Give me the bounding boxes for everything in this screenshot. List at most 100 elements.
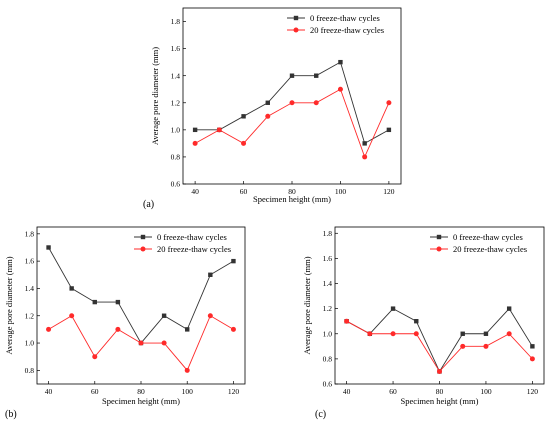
data-point	[337, 86, 343, 92]
data-point	[530, 344, 535, 349]
data-point	[231, 258, 236, 264]
x-tick-label: 40	[45, 387, 53, 396]
x-tick-label: 80	[137, 387, 145, 396]
data-point	[506, 306, 512, 311]
data-point	[338, 59, 343, 65]
legend-label: 0 freeze-thaw cycles	[157, 232, 227, 242]
legend-label: 0 freeze-thaw cycles	[310, 13, 380, 23]
series-zero-cycles	[46, 245, 236, 346]
data-point	[69, 313, 75, 319]
x-tick-label: 100	[335, 187, 347, 196]
series-twenty-cycles	[192, 86, 392, 160]
chart-panel-c: 0.6 0.8 1.0 1.2 1.4 1.6 1.8 40 60 80 100 120 Specime…	[302, 226, 545, 420]
data-point	[241, 140, 247, 146]
data-point	[208, 272, 213, 277]
data-point	[46, 245, 51, 250]
y-tick-label: 0.8	[323, 354, 333, 363]
series-zero-cycles	[344, 306, 535, 374]
x-tick-label: 100	[182, 387, 194, 396]
data-point	[192, 140, 198, 146]
chart-panel-a: 0.6 0.8 1.0 1.2 1.4 1.6 1.8 40 60 80 100 120 Specime…	[143, 7, 402, 210]
data-point	[313, 100, 319, 106]
x-axis-label: Specimen height (mm)	[102, 396, 180, 406]
data-point	[386, 127, 392, 133]
legend: 0 freeze-thaw cycles 20 freeze-thaw cycle…	[430, 232, 527, 254]
legend-marker	[436, 234, 442, 240]
data-point	[138, 340, 144, 346]
data-point	[46, 326, 52, 332]
x-tick-label: 80	[288, 187, 296, 196]
data-point	[289, 100, 295, 106]
x-tick-label: 60	[389, 387, 397, 396]
y-tick-label: 0.6	[171, 180, 181, 189]
data-point	[241, 114, 246, 119]
data-point	[414, 319, 419, 324]
data-point	[460, 331, 465, 336]
x-tick-label: 40	[191, 187, 199, 196]
y-tick-label: 1.4	[323, 279, 333, 288]
data-point	[344, 318, 350, 324]
data-point	[413, 331, 419, 337]
x-tick-label: 120	[527, 387, 539, 396]
data-point	[437, 368, 442, 374]
data-point	[506, 331, 512, 337]
data-point	[483, 343, 489, 349]
data-point	[362, 154, 368, 160]
data-point	[192, 127, 198, 133]
legend-label: 20 freeze-thaw cycles	[310, 25, 384, 35]
y-tick-label: 1.8	[25, 229, 35, 238]
data-point	[529, 356, 535, 362]
y-axis-label: Average pore diameter (mm)	[150, 47, 160, 145]
y-tick-label: 0.6	[323, 380, 333, 389]
data-point	[265, 100, 270, 105]
chart-panel-b: 0.8 1.0 1.2 1.4 1.6 1.8 40 60 80 100 120 Specimen h…	[4, 226, 246, 420]
data-point	[460, 343, 466, 349]
x-tick-label: 120	[383, 187, 395, 196]
legend-label: 0 freeze-thaw cycles	[453, 232, 523, 242]
data-point	[289, 73, 295, 78]
data-point	[216, 127, 222, 133]
legend-marker	[436, 246, 442, 252]
data-point	[115, 299, 121, 305]
data-point	[390, 331, 396, 337]
legend: 0 freeze-thaw cycles 20 freeze-thaw cycle…	[287, 13, 384, 35]
y-tick-label: 1.0	[25, 339, 35, 348]
legend-marker	[140, 234, 146, 240]
x-tick-label: 120	[228, 387, 240, 396]
y-axis-label: Average pore diameter (mm)	[302, 256, 312, 354]
y-tick-label: 1.2	[171, 98, 181, 107]
legend-label: 20 freeze-thaw cycles	[453, 244, 527, 254]
x-tick-label: 40	[343, 387, 351, 396]
y-tick-label: 1.2	[323, 304, 333, 313]
y-tick-label: 1.0	[323, 329, 333, 338]
data-point	[69, 286, 74, 291]
y-axis-label: Average pore diameter (mm)	[4, 256, 14, 354]
series-zero-cycles	[192, 59, 392, 146]
y-tick-label: 1.8	[171, 17, 181, 26]
data-point	[161, 313, 167, 318]
y-tick-label: 1.4	[171, 71, 181, 80]
series-twenty-cycles	[344, 318, 535, 374]
y-tick-label: 0.8	[25, 366, 35, 375]
data-point	[161, 340, 167, 346]
data-point	[386, 100, 392, 106]
y-tick-label: 1.2	[25, 311, 35, 320]
series-line	[48, 247, 234, 344]
y-tick-label: 1.6	[25, 257, 35, 266]
data-point	[390, 306, 396, 311]
data-point	[314, 73, 319, 78]
data-point	[265, 113, 271, 119]
legend-marker	[293, 27, 299, 33]
data-point	[115, 326, 121, 332]
x-tick-label: 60	[91, 387, 99, 396]
series-line	[346, 307, 533, 373]
data-point	[362, 141, 367, 146]
data-point	[367, 331, 373, 337]
series-line	[194, 88, 390, 159]
series-twenty-cycles	[46, 313, 236, 373]
y-tick-label: 1.4	[25, 284, 35, 293]
legend-label: 20 freeze-thaw cycles	[157, 244, 231, 254]
legend-marker	[293, 15, 299, 21]
data-point	[92, 354, 98, 360]
